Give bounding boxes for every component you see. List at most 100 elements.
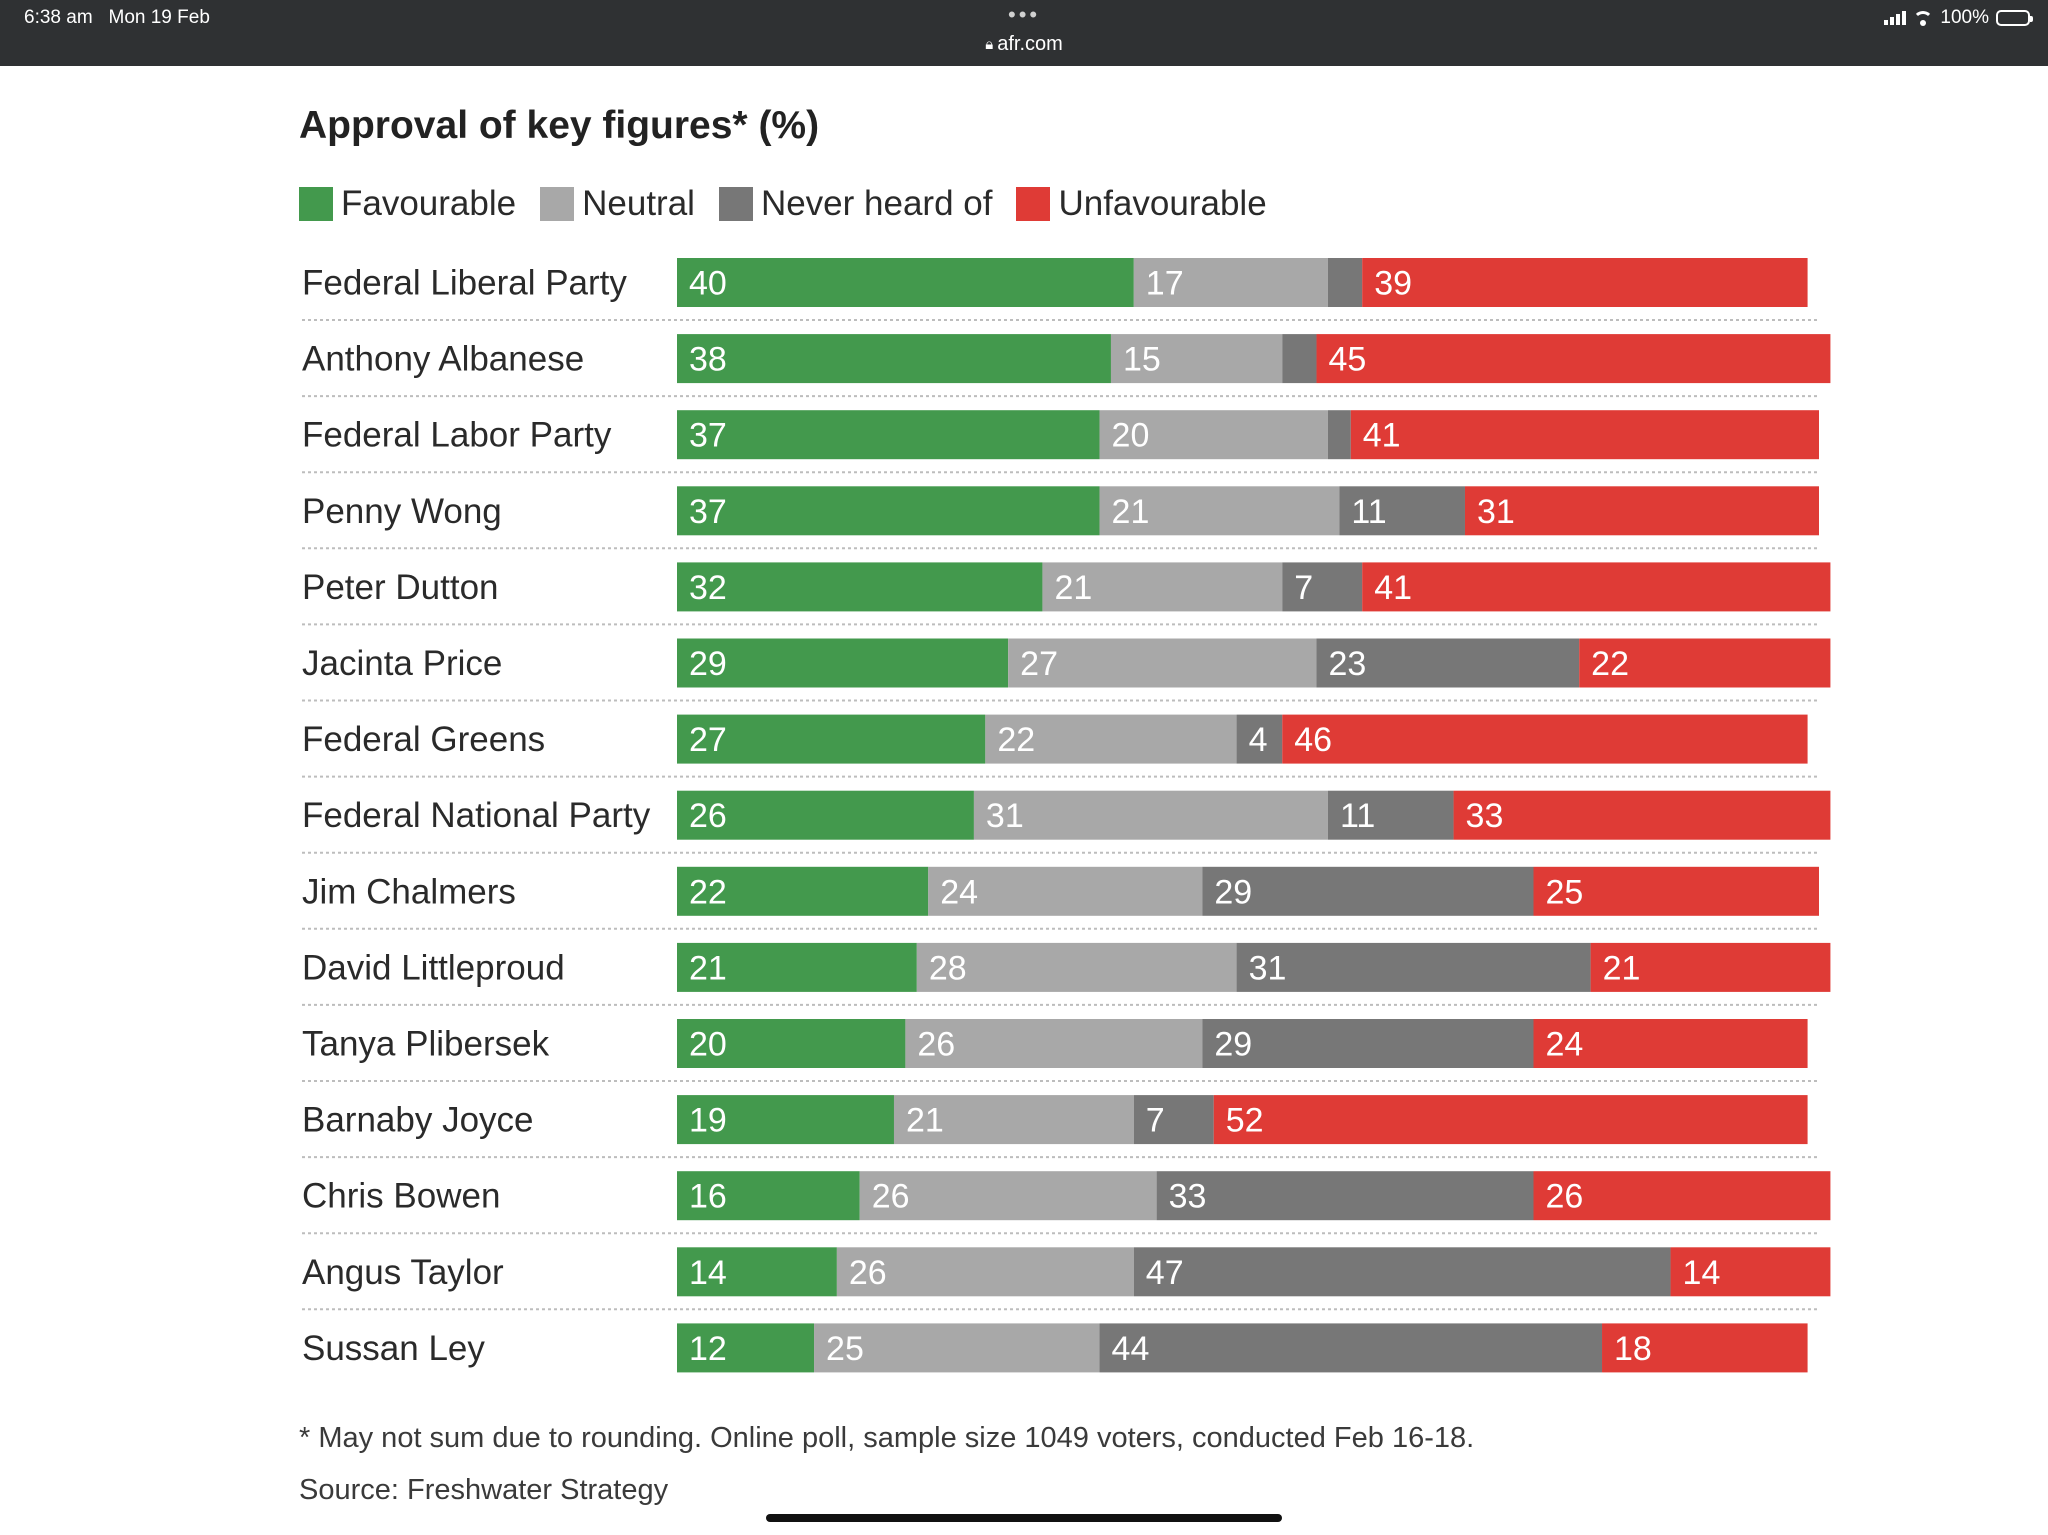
bar-segment-never-heard-of xyxy=(1339,486,1465,536)
bar-segment-unfavourable xyxy=(1316,334,1831,384)
category-label: Peter Dutton xyxy=(302,568,499,607)
bar-segment-neutral xyxy=(928,866,1203,916)
data-label: 32 xyxy=(689,569,727,607)
category-label: Federal National Party xyxy=(302,796,651,835)
more-dots-icon[interactable]: ••• xyxy=(1008,2,1041,27)
data-label: 25 xyxy=(826,1330,864,1368)
legend-label-unfavourable: Unfavourable xyxy=(1058,184,1267,223)
bar-segment-never-heard-of xyxy=(1099,1323,1603,1373)
data-label: 19 xyxy=(689,1102,727,1140)
bar-segment-neutral xyxy=(1008,638,1317,688)
bar-segment-favourable xyxy=(677,334,1111,384)
data-label: 24 xyxy=(940,873,978,911)
status-indicators: 100% xyxy=(1884,7,2033,29)
data-label: 27 xyxy=(1020,645,1058,683)
data-label: 26 xyxy=(849,1254,887,1292)
bar-segment-unfavourable xyxy=(1533,1019,1808,1068)
data-label: 12 xyxy=(689,1330,727,1368)
chart-row-tanya-plibersek: Tanya Plibersek 20 26 29 24 xyxy=(302,1019,1818,1082)
legend-swatch-favourable xyxy=(299,187,333,221)
clock-date: Mon 19 Feb xyxy=(108,7,210,28)
legend-swatch-unfavourable xyxy=(1016,187,1051,221)
bar-segment-favourable xyxy=(677,1095,894,1145)
bar-segment-favourable xyxy=(677,562,1043,612)
data-label: 4 xyxy=(1249,721,1268,759)
data-label: 22 xyxy=(689,873,727,911)
chart-row-jim-chalmers: Jim Chalmers 22 24 29 25 xyxy=(302,866,1819,930)
data-label: 26 xyxy=(872,1178,910,1216)
data-label: 31 xyxy=(1477,493,1515,531)
data-label: 25 xyxy=(1546,873,1584,911)
chart-footnote: * May not sum due to rounding. Online po… xyxy=(299,1422,1475,1454)
bar-segment-unfavourable xyxy=(1282,714,1808,764)
category-label: Jim Chalmers xyxy=(302,872,516,911)
data-label: 38 xyxy=(689,341,727,379)
bar-segment-never-heard-of xyxy=(1133,1247,1671,1297)
chart-row-federal-labor-party: Federal Labor Party 37 20 41 xyxy=(302,410,1819,474)
bar-segment-unfavourable xyxy=(1579,638,1831,688)
chart-row-barnaby-joyce: Barnaby Joyce 19 21 7 52 xyxy=(302,1095,1818,1159)
data-label: 46 xyxy=(1294,721,1332,759)
legend-item-unfavourable: Unfavourable xyxy=(1016,184,1267,224)
chart-row-penny-wong: Penny Wong 37 21 11 31 xyxy=(302,486,1819,550)
bar-segment-never-heard-of xyxy=(1327,790,1454,840)
bar-segment-never-heard-of xyxy=(1133,1095,1214,1145)
legend-label-neutral: Neutral xyxy=(582,184,695,223)
bar-segment-unfavourable xyxy=(1350,410,1819,460)
bar-segment-neutral xyxy=(893,1095,1134,1145)
category-label: Penny Wong xyxy=(302,492,502,531)
bar-segment-unfavourable xyxy=(1362,562,1831,612)
bar-segment-unfavourable xyxy=(1533,1171,1831,1221)
bar-segment-favourable xyxy=(677,1171,860,1221)
bar-segment-unfavourable xyxy=(1670,1247,1831,1297)
home-indicator[interactable] xyxy=(766,1514,1282,1522)
category-label: Angus Taylor xyxy=(302,1253,504,1292)
bar-segment-favourable xyxy=(677,866,929,916)
bar-segment-neutral xyxy=(973,790,1328,840)
chart-row-jacinta-price: Jacinta Price 29 27 23 22 xyxy=(302,638,1831,702)
chart-title: Approval of key figures* (%) xyxy=(299,104,820,147)
bar-segment-unfavourable xyxy=(1213,1095,1808,1145)
legend-swatch-neutral xyxy=(540,187,575,221)
category-label: Federal Liberal Party xyxy=(302,264,627,303)
bar-segment-favourable xyxy=(677,410,1100,460)
category-label: David Littleproud xyxy=(302,948,565,987)
bar-segment-neutral xyxy=(1110,334,1283,384)
data-label: 11 xyxy=(1340,797,1375,835)
data-label: 17 xyxy=(1146,265,1184,303)
bar-segment-never-heard-of xyxy=(1316,638,1580,688)
data-label: 31 xyxy=(986,797,1024,835)
bar-segment-favourable xyxy=(677,790,974,840)
data-label: 33 xyxy=(1466,797,1504,835)
bar-segment-never-heard-of xyxy=(1327,258,1363,307)
chart-row-angus-taylor: Angus Taylor 14 26 47 14 xyxy=(302,1247,1831,1311)
data-label: 28 xyxy=(929,949,967,987)
data-label: 22 xyxy=(997,721,1035,759)
data-label: 40 xyxy=(689,265,727,303)
bar-segment-neutral xyxy=(836,1247,1134,1297)
bar-segment-never-heard-of xyxy=(1236,714,1283,764)
legend-label-favourable: Favourable xyxy=(341,184,517,223)
bar-segment-neutral xyxy=(1042,562,1283,612)
bar-segment-favourable xyxy=(677,1019,906,1068)
bar-segment-neutral xyxy=(1099,410,1328,460)
data-label: 29 xyxy=(1214,873,1252,911)
bar-segment-unfavourable xyxy=(1533,866,1819,916)
bar-segment-never-heard-of xyxy=(1327,410,1351,460)
bar-segment-never-heard-of xyxy=(1282,562,1363,612)
data-label: 47 xyxy=(1146,1254,1184,1292)
data-label: 16 xyxy=(689,1178,727,1216)
category-label: Chris Bowen xyxy=(302,1177,500,1216)
bar-segment-never-heard-of xyxy=(1202,866,1534,916)
category-label: Barnaby Joyce xyxy=(302,1101,534,1140)
data-label: 21 xyxy=(1054,569,1092,607)
chart-row-peter-dutton: Peter Dutton 32 21 7 41 xyxy=(302,562,1831,626)
data-label: 21 xyxy=(1112,493,1150,531)
chart-row-federal-greens: Federal Greens 27 22 4 46 xyxy=(302,714,1818,778)
address-bar[interactable]: 🔒︎ afr.com xyxy=(0,33,2048,56)
legend-item-favourable: Favourable xyxy=(299,184,516,224)
data-label: 14 xyxy=(689,1254,727,1292)
category-label: Federal Labor Party xyxy=(302,416,612,455)
data-label: 26 xyxy=(1546,1178,1584,1216)
